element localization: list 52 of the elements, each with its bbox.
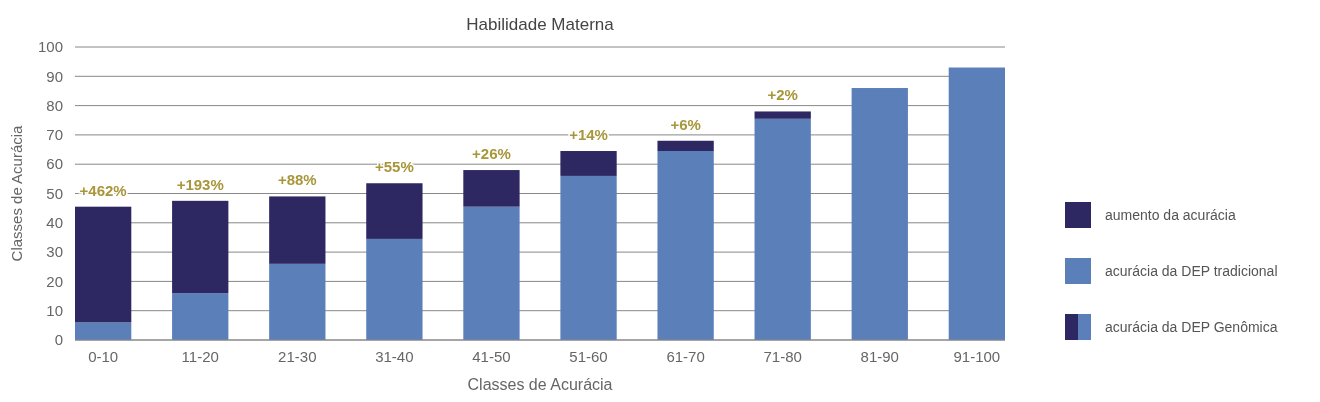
bar — [269, 196, 326, 264]
bar — [172, 293, 229, 340]
x-tick-label: 91-100 — [953, 348, 1001, 365]
x-tick-label: 81-90 — [860, 348, 899, 365]
x-axis-title: Classes de Acurácia — [467, 376, 613, 393]
bar — [657, 140, 714, 152]
y-tick-label: 30 — [46, 243, 63, 261]
bar — [948, 67, 1005, 340]
bar — [754, 111, 811, 119]
y-tick-label: 80 — [46, 96, 63, 114]
legend-label: aumento da acurácia — [1105, 206, 1236, 223]
bar — [75, 206, 132, 323]
y-tick-label: 100 — [37, 38, 63, 56]
chart-title: Habilidade Materna — [466, 15, 615, 34]
bar — [754, 118, 811, 340]
x-tick-label: 41-50 — [472, 348, 511, 365]
bar — [75, 322, 132, 340]
y-axis-title: Classes de Acurácia — [8, 124, 25, 262]
y-tick-label: 20 — [46, 272, 63, 290]
y-tick-label: 0 — [54, 331, 63, 349]
bar — [269, 263, 326, 340]
annotation: +26% — [472, 145, 511, 163]
bar — [463, 206, 520, 340]
annotation: +55% — [374, 158, 414, 176]
bar — [366, 183, 423, 239]
x-tick-label: 0-10 — [88, 348, 119, 365]
annotation: +2% — [767, 86, 798, 104]
x-tick-label: 11-20 — [181, 348, 219, 365]
y-tick-label: 40 — [46, 214, 63, 232]
y-tick-label: 70 — [46, 126, 63, 144]
annotation: +14% — [569, 126, 608, 144]
bar — [560, 151, 617, 176]
annotation: +88% — [277, 171, 317, 189]
x-tick-label: 51-60 — [569, 348, 608, 365]
y-tick-label: 50 — [46, 184, 63, 202]
y-tick-label: 90 — [46, 67, 63, 85]
annotation: +193% — [176, 175, 224, 193]
bar — [463, 170, 520, 207]
text: acurácia da DEP Genômica — [1105, 318, 1278, 335]
annotation: +6% — [670, 115, 701, 133]
legend-label: acurácia da DEP tradicional — [1105, 262, 1278, 279]
bar — [560, 175, 617, 340]
bar — [172, 200, 229, 294]
x-tick-label: 31-40 — [375, 348, 414, 365]
y-tick-label: 60 — [46, 155, 63, 173]
y-tick-label: 10 — [46, 301, 63, 319]
x-tick-label: 21-30 — [278, 348, 317, 365]
bar — [657, 151, 714, 340]
x-tick-label: 71-80 — [763, 348, 802, 365]
bar — [366, 238, 423, 340]
x-tick-label: 61-70 — [666, 348, 705, 365]
bar — [851, 88, 908, 340]
